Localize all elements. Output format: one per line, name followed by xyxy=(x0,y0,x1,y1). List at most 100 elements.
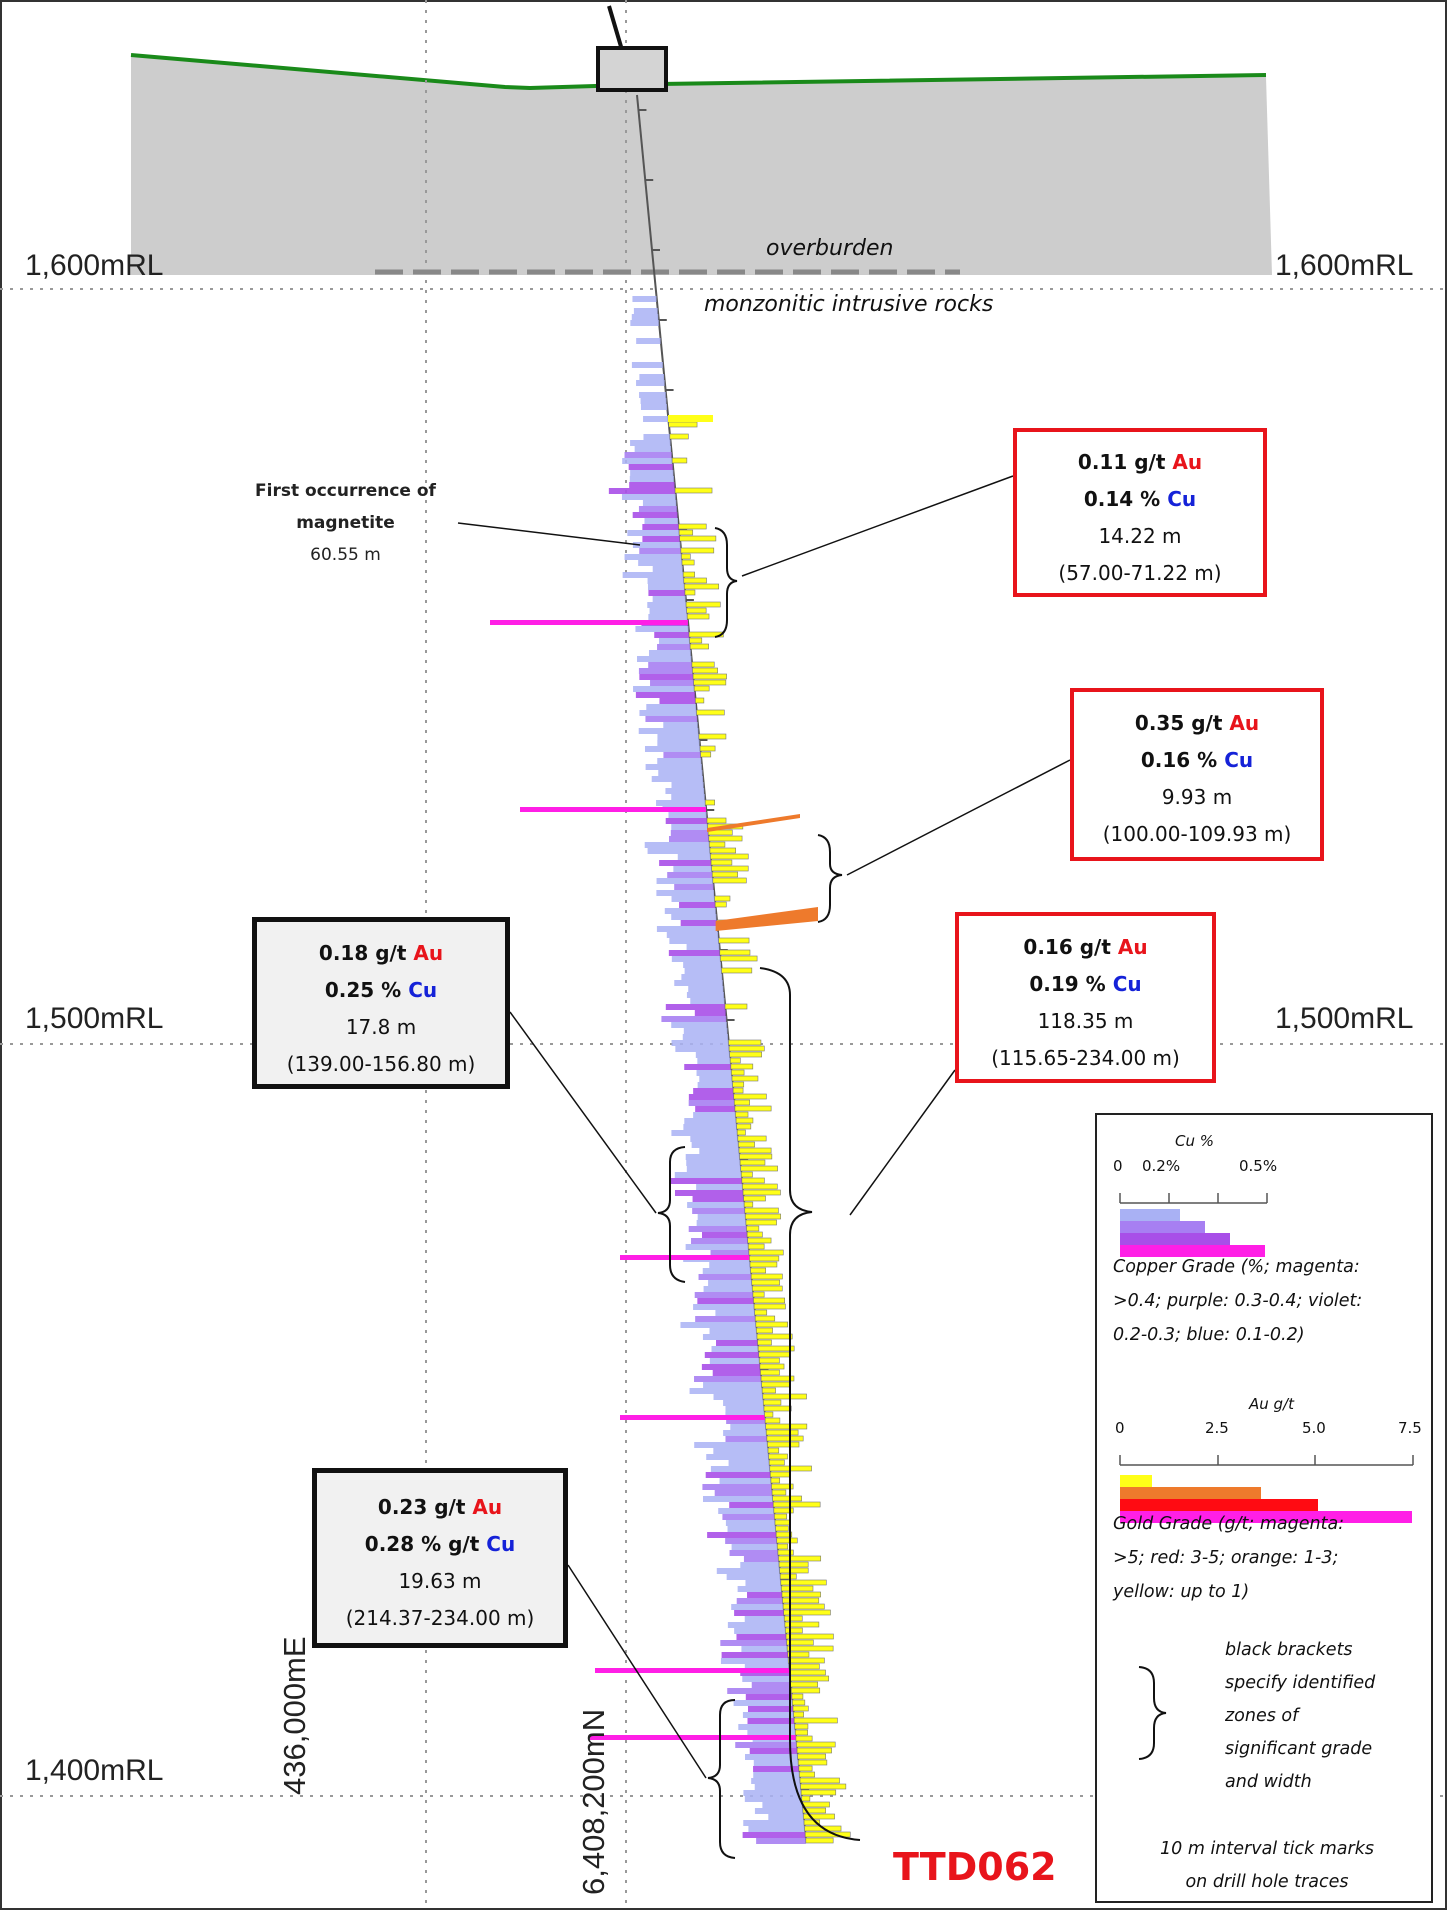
au-grade-bar xyxy=(679,536,716,541)
cu-grade-bar xyxy=(726,1418,766,1424)
cu-grade-bar xyxy=(685,1154,740,1160)
rl-label-1600-right: 1,600mRL xyxy=(1275,249,1414,282)
au-grade-bar-outline xyxy=(782,1597,820,1604)
au-grade-bar xyxy=(769,1460,785,1465)
au-grade-bar xyxy=(772,1490,786,1495)
legend-bracket-note-3: zones of xyxy=(1225,1706,1299,1726)
legend-cu-tick-02: 0.2% xyxy=(1142,1157,1181,1175)
au-grade-bar-outline xyxy=(795,1729,808,1736)
au-grade-bar-outline xyxy=(797,1759,828,1766)
au-grade-bar xyxy=(696,710,725,715)
cu-grade-bar xyxy=(682,1034,728,1040)
au-grade-bar xyxy=(728,1040,761,1045)
cu-grade-bar xyxy=(706,1454,769,1460)
au-grade-bar xyxy=(777,1550,794,1555)
hole-id-label: TTD062 xyxy=(893,1845,1057,1889)
au-grade-bar-outline xyxy=(724,1003,748,1010)
cu-grade-bar xyxy=(632,542,681,548)
cu-grade-bar xyxy=(677,854,711,860)
au-grade-bar xyxy=(804,1820,820,1825)
legend-au-title: Au g/t xyxy=(1249,1395,1294,1413)
cu-grade-bar xyxy=(688,1094,734,1100)
au-grade-bar xyxy=(780,1580,827,1585)
collar-stem xyxy=(607,5,624,51)
cu-grade-bar xyxy=(647,578,684,584)
au-grade-bar-outline xyxy=(736,1123,752,1130)
au-grade-bar-outline xyxy=(686,613,710,620)
au-grade-bar xyxy=(679,530,693,535)
au-grade-bar-outline xyxy=(753,1297,786,1304)
cu-grade-bar xyxy=(740,1562,780,1568)
legend-cu-bar xyxy=(1120,1233,1230,1245)
cu-grade-bar xyxy=(688,986,724,992)
cu-grade-bar xyxy=(634,446,671,452)
au-grade-bar xyxy=(744,1208,779,1213)
au-grade-bar xyxy=(798,1760,827,1765)
cu-grade-bar xyxy=(747,1592,782,1598)
au-grade-bar-outline xyxy=(710,859,733,866)
cu-grade-bar xyxy=(663,722,698,728)
northing-label: 6,408,200mN xyxy=(576,1708,611,1895)
cu-grade-bar xyxy=(646,704,696,710)
legend-au-tick-0: 0 xyxy=(1115,1419,1125,1437)
au-grade-bar-outline xyxy=(734,1099,750,1106)
au-grade-bar-outline xyxy=(745,1213,781,1220)
au-grade-bar-outline xyxy=(683,577,707,584)
au-grade-bar xyxy=(761,1382,790,1387)
cu-grade-bar xyxy=(743,1820,805,1826)
cu-grade-bar xyxy=(628,464,673,470)
magnetite-note: First occurrence of magnetite 60.55 m xyxy=(233,475,458,571)
au-grade-bar-outline xyxy=(805,1837,834,1844)
rl-label-1500-right: 1,500mRL xyxy=(1275,1002,1414,1035)
au-grade-bar-outline xyxy=(756,1333,793,1340)
intercept-box-214-234: 0.23 g/t Au 0.28 % g/t Cu 19.63 m (214.3… xyxy=(312,1468,568,1648)
legend-cu-bar xyxy=(1120,1209,1180,1221)
au-grade-bar-outline xyxy=(729,1051,763,1058)
cu-symbol: Cu xyxy=(1112,972,1142,996)
legend-au-caption: Gold Grade (g/t; magenta: >5; red: 3-5; … xyxy=(1113,1507,1344,1609)
au-grade-bar xyxy=(752,1292,765,1297)
au-grade-bar-outline xyxy=(802,1807,826,1814)
cu-grade-bar xyxy=(693,1304,755,1310)
magnetite-note-line1: First occurrence of xyxy=(255,481,436,501)
legend-au-tick-25: 2.5 xyxy=(1205,1419,1229,1437)
cu-grade-bar xyxy=(632,512,678,518)
cu-grade-bar xyxy=(624,452,672,458)
au-symbol: Au xyxy=(1117,935,1148,959)
au-grade-bar-outline xyxy=(767,1441,800,1448)
au-grade-bar xyxy=(760,1370,780,1375)
au-grade-bar xyxy=(750,1268,766,1273)
cu-grade-bar xyxy=(684,1064,731,1070)
au-grade-bar-outline xyxy=(706,817,727,824)
legend-bracket-note-2: specify identified xyxy=(1225,1673,1376,1693)
au-grade-bar xyxy=(783,1604,825,1609)
au-grade-bar-outline xyxy=(730,1063,754,1070)
cu-grade-bar xyxy=(670,830,709,836)
au-grade-bar-outline xyxy=(766,1435,804,1442)
au-grade-bar xyxy=(750,1262,777,1267)
cu-grade-bar xyxy=(671,794,705,800)
au-grade-bar xyxy=(762,1394,807,1399)
au-grade-bar xyxy=(795,1730,808,1735)
cu-grade-bar xyxy=(720,1640,787,1646)
cu-grade-bar xyxy=(745,1694,792,1700)
cu-grade-bar xyxy=(631,362,663,368)
au-grade-bar xyxy=(719,950,750,955)
cu-grade-bar xyxy=(638,560,683,566)
cu-grade-bar xyxy=(671,914,717,920)
cu-grade-bar xyxy=(709,1358,760,1364)
legend-bracket-note: black brackets specify identified zones … xyxy=(1225,1634,1375,1799)
au-grade-bar xyxy=(781,1586,813,1591)
au-grade-bar xyxy=(730,1058,741,1063)
cu-grade-bar xyxy=(621,494,676,500)
au-grade-bar xyxy=(734,1100,750,1105)
au-grade-bar-outline xyxy=(797,1753,826,1760)
au-grade-bar-outline xyxy=(790,1687,821,1694)
au-grade-bar xyxy=(781,1592,821,1597)
au-grade-bar-outline xyxy=(777,1543,789,1550)
cu-grade-bar xyxy=(756,1838,806,1844)
au-grade-bar-outline xyxy=(751,1279,780,1286)
au-grade-bar xyxy=(755,1316,775,1321)
au-grade-bar xyxy=(729,1046,765,1051)
intercept-box-57-71: 0.11 g/t Au 0.14 % Cu 14.22 m (57.00-71.… xyxy=(1013,428,1267,597)
